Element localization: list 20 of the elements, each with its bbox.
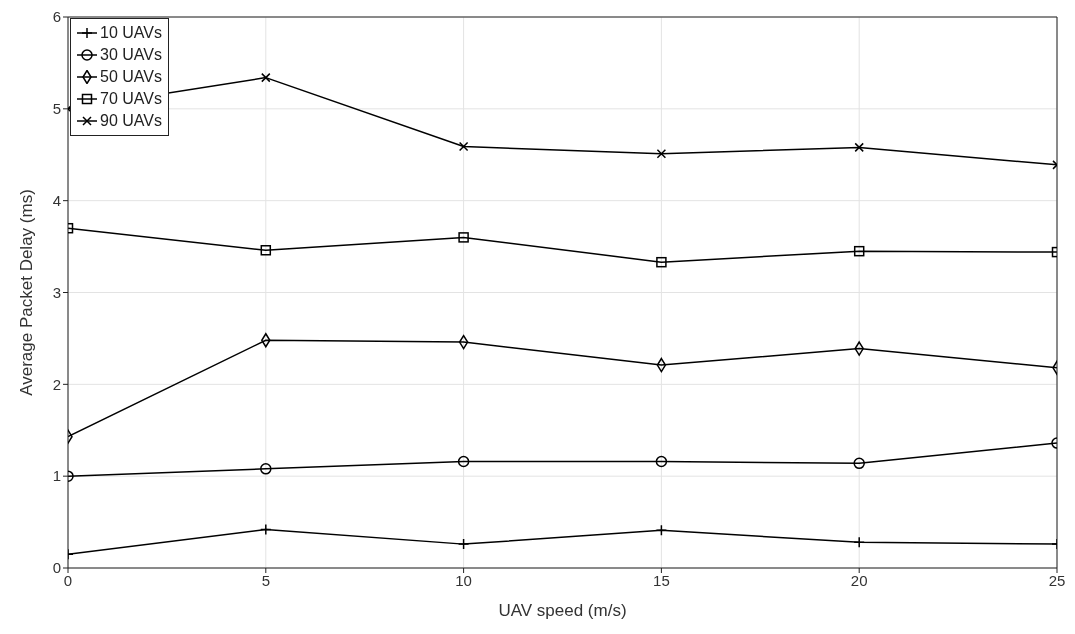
y-tick-label: 0	[52, 559, 61, 577]
legend-label: 90 UAVs	[100, 111, 162, 131]
x-tick-label: 15	[653, 571, 670, 589]
legend-label: 70 UAVs	[100, 89, 162, 109]
y-tick-label: 3	[52, 283, 61, 301]
y-tick-label: 2	[52, 375, 61, 393]
legend-label: 10 UAVs	[100, 23, 162, 43]
legend-label: 50 UAVs	[100, 67, 162, 87]
x-tick-label: 25	[1048, 571, 1066, 589]
x-tick-label: 20	[850, 571, 868, 589]
legend-label: 30 UAVs	[100, 45, 162, 65]
x-tick-label: 10	[455, 571, 472, 589]
y-tick-label: 6	[52, 8, 61, 26]
x-tick-label: 0	[63, 571, 73, 589]
y-tick-label: 1	[52, 467, 61, 485]
y-axis-title: Average Packet Delay (ms)	[17, 189, 37, 396]
x-tick-label: 5	[261, 571, 270, 589]
x-axis-title: UAV speed (m/s)	[498, 601, 627, 620]
y-tick-label: 5	[52, 100, 61, 118]
y-tick-label: 4	[52, 191, 61, 209]
